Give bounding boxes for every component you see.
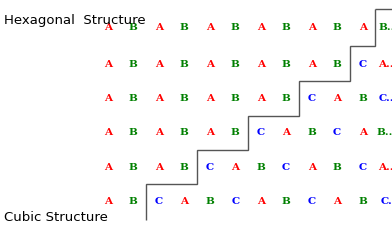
Text: A: A xyxy=(206,23,214,32)
Text: B...: B... xyxy=(378,23,392,32)
Text: A: A xyxy=(257,197,265,206)
Text: C: C xyxy=(155,197,163,206)
Text: A: A xyxy=(308,23,316,32)
Text: A: A xyxy=(155,163,163,172)
Text: B: B xyxy=(205,197,214,206)
Text: A: A xyxy=(359,23,367,32)
Text: B: B xyxy=(333,23,341,32)
Text: A: A xyxy=(206,60,214,69)
Text: C: C xyxy=(231,197,239,206)
Text: A: A xyxy=(308,60,316,69)
Text: B: B xyxy=(129,94,138,103)
Text: A: A xyxy=(257,23,265,32)
Text: A: A xyxy=(282,128,290,137)
Text: A: A xyxy=(155,23,163,32)
Text: B: B xyxy=(256,163,265,172)
Text: Cubic Structure: Cubic Structure xyxy=(4,211,108,224)
Text: A: A xyxy=(104,60,112,69)
Text: C: C xyxy=(206,163,214,172)
Text: C: C xyxy=(359,163,367,172)
Text: C...: C... xyxy=(378,94,392,103)
Text: B: B xyxy=(180,60,189,69)
Text: A: A xyxy=(180,197,188,206)
Text: B: B xyxy=(282,94,290,103)
Text: C: C xyxy=(308,197,316,206)
Text: A: A xyxy=(206,128,214,137)
Text: A: A xyxy=(308,163,316,172)
Text: B: B xyxy=(282,60,290,69)
Text: B: B xyxy=(180,23,189,32)
Text: A: A xyxy=(333,94,341,103)
Text: B: B xyxy=(231,94,240,103)
Text: A: A xyxy=(104,94,112,103)
Text: B: B xyxy=(129,23,138,32)
Text: Hexagonal  Structure: Hexagonal Structure xyxy=(4,14,145,27)
Text: C: C xyxy=(333,128,341,137)
Text: B: B xyxy=(333,163,341,172)
Text: A: A xyxy=(155,60,163,69)
Text: B: B xyxy=(282,23,290,32)
Text: B: B xyxy=(129,163,138,172)
Text: A: A xyxy=(155,128,163,137)
Text: C: C xyxy=(257,128,265,137)
Text: A: A xyxy=(333,197,341,206)
Text: B: B xyxy=(282,197,290,206)
Text: B: B xyxy=(358,197,367,206)
Text: B: B xyxy=(333,60,341,69)
Text: A: A xyxy=(359,128,367,137)
Text: C: C xyxy=(359,60,367,69)
Text: A: A xyxy=(257,94,265,103)
Text: B: B xyxy=(180,94,189,103)
Text: A: A xyxy=(257,60,265,69)
Text: A: A xyxy=(231,163,239,172)
Text: B: B xyxy=(231,23,240,32)
Text: A: A xyxy=(155,94,163,103)
Text: B: B xyxy=(180,128,189,137)
Text: A: A xyxy=(206,94,214,103)
Text: B: B xyxy=(129,60,138,69)
Text: B....: B.... xyxy=(376,128,392,137)
Text: A...: A... xyxy=(378,60,392,69)
Text: C: C xyxy=(308,94,316,103)
Text: B: B xyxy=(231,128,240,137)
Text: B: B xyxy=(129,128,138,137)
Text: A: A xyxy=(104,163,112,172)
Text: C: C xyxy=(282,163,290,172)
Text: B: B xyxy=(358,94,367,103)
Text: C..: C.. xyxy=(380,197,392,206)
Text: A: A xyxy=(104,197,112,206)
Text: B: B xyxy=(129,197,138,206)
Text: A: A xyxy=(104,23,112,32)
Text: B: B xyxy=(180,163,189,172)
Text: B: B xyxy=(231,60,240,69)
Text: A...: A... xyxy=(378,163,392,172)
Text: B: B xyxy=(307,128,316,137)
Text: A: A xyxy=(104,128,112,137)
